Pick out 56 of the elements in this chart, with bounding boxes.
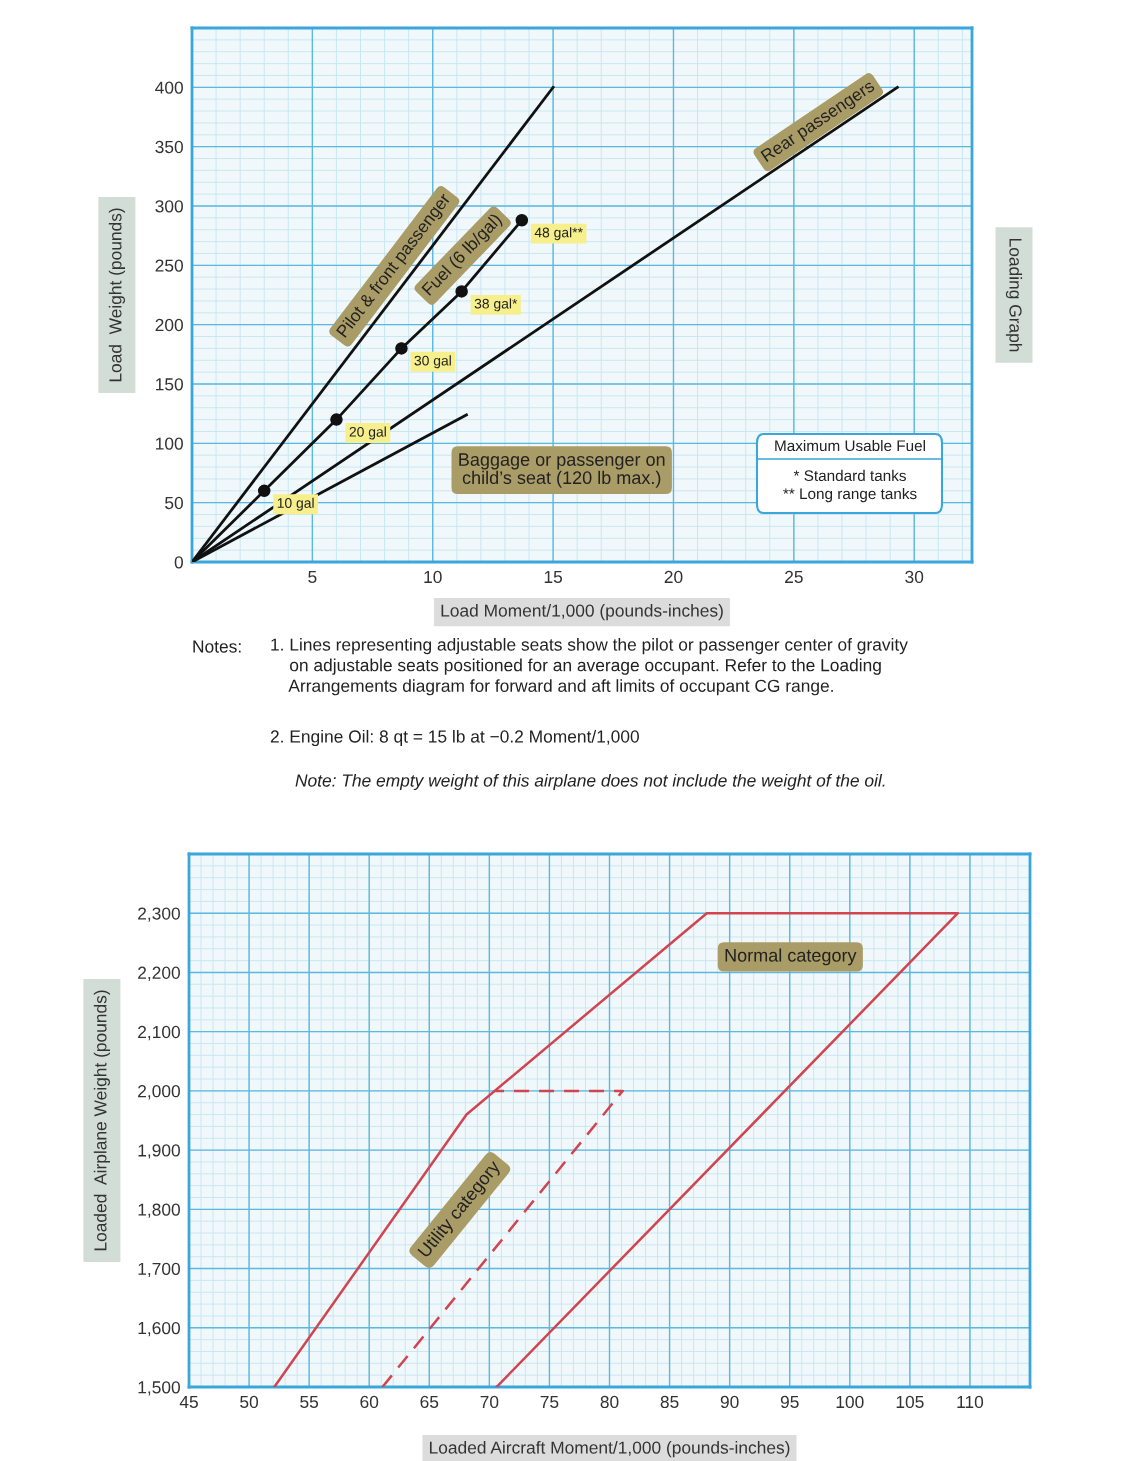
series-label: Normal category xyxy=(725,948,857,966)
x-tick-label: 55 xyxy=(300,1395,319,1409)
y-tick-label: 1,500 xyxy=(138,1381,180,1396)
series-label: Baggage or passenger on child’s seat (120 lb max.) xyxy=(459,453,665,488)
y-axis-title: Load Weight (pounds) xyxy=(108,208,125,382)
y-tick-label: 0 xyxy=(174,556,183,569)
y-tick-label: 50 xyxy=(165,496,183,510)
x-tick-label: 20 xyxy=(664,570,683,584)
x-tick-label: 45 xyxy=(179,1395,198,1409)
annotation: 20 gal xyxy=(349,426,386,440)
y-tick-label: 1,800 xyxy=(138,1203,180,1218)
y-tick-label: 1,900 xyxy=(138,1144,180,1159)
x-tick-label: 65 xyxy=(420,1395,439,1409)
x-tick-label: 30 xyxy=(905,570,924,584)
y-tick-label: 300 xyxy=(155,200,183,213)
x-tick-label: 25 xyxy=(785,570,803,584)
y-tick-label: 200 xyxy=(155,318,183,332)
x-tick-label: 80 xyxy=(600,1395,619,1409)
y-axis-title: Loaded Airplane Weight (pounds) xyxy=(93,990,110,1251)
text: Loading Graph xyxy=(1005,239,1023,352)
x-tick-label: 110 xyxy=(957,1395,984,1409)
text: Note: The empty weight of this airplane does not include the weight of the oil. xyxy=(295,773,885,791)
x-tick-label: 90 xyxy=(720,1395,739,1409)
x-tick-label: 105 xyxy=(896,1395,924,1409)
y-tick-label: 1,700 xyxy=(138,1262,180,1278)
x-tick-label: 75 xyxy=(540,1395,559,1409)
x-tick-label: 60 xyxy=(360,1395,379,1409)
x-tick-label: 10 xyxy=(424,570,442,584)
x-tick-label: 85 xyxy=(660,1395,679,1409)
y-tick-label: 400 xyxy=(155,81,183,94)
text: 2. Engine Oil: 8 qt = 15 lb at −0.2 Moment/1,000 xyxy=(270,729,639,747)
x-axis-title: Loaded Aircraft Moment/1,000 (pounds-inches) xyxy=(429,1441,790,1458)
annotation: 48 gal** xyxy=(534,227,583,241)
annotation: 30 gal xyxy=(414,355,451,369)
y-tick-label: 100 xyxy=(156,437,183,450)
annotation: 38 gal* xyxy=(474,298,518,312)
annotation: * Standard tanks ** Long range tanks xyxy=(783,469,917,503)
y-tick-label: 2,000 xyxy=(138,1085,180,1100)
x-tick-label: 5 xyxy=(308,570,317,584)
x-axis-title: Load Moment/1,000 (pounds-inches) xyxy=(441,604,723,621)
y-tick-label: 2,100 xyxy=(138,1025,180,1041)
text: Notes: xyxy=(193,640,241,653)
x-tick-label: 50 xyxy=(240,1395,259,1409)
annotation: Maximum Usable Fuel xyxy=(775,439,925,452)
y-tick-label: 2,300 xyxy=(138,907,180,922)
text: 1. Lines representing adjustable seats show the pilot or passenger center of gravity on adjustable seats positioned for an average occupant. Refer to the Loading Arrangements diagram for forward and aft limits of occupant CG range. xyxy=(271,638,908,696)
y-tick-label: 250 xyxy=(155,259,183,272)
annotation: 10 gal xyxy=(277,497,314,511)
y-tick-label: 1,600 xyxy=(138,1321,180,1337)
y-tick-label: 350 xyxy=(155,140,183,154)
y-tick-label: 150 xyxy=(156,378,183,391)
y-tick-label: 2,200 xyxy=(138,966,180,981)
x-tick-label: 95 xyxy=(780,1395,799,1409)
x-tick-label: 70 xyxy=(480,1395,499,1409)
x-tick-label: 15 xyxy=(544,570,563,584)
x-tick-label: 100 xyxy=(836,1395,864,1409)
